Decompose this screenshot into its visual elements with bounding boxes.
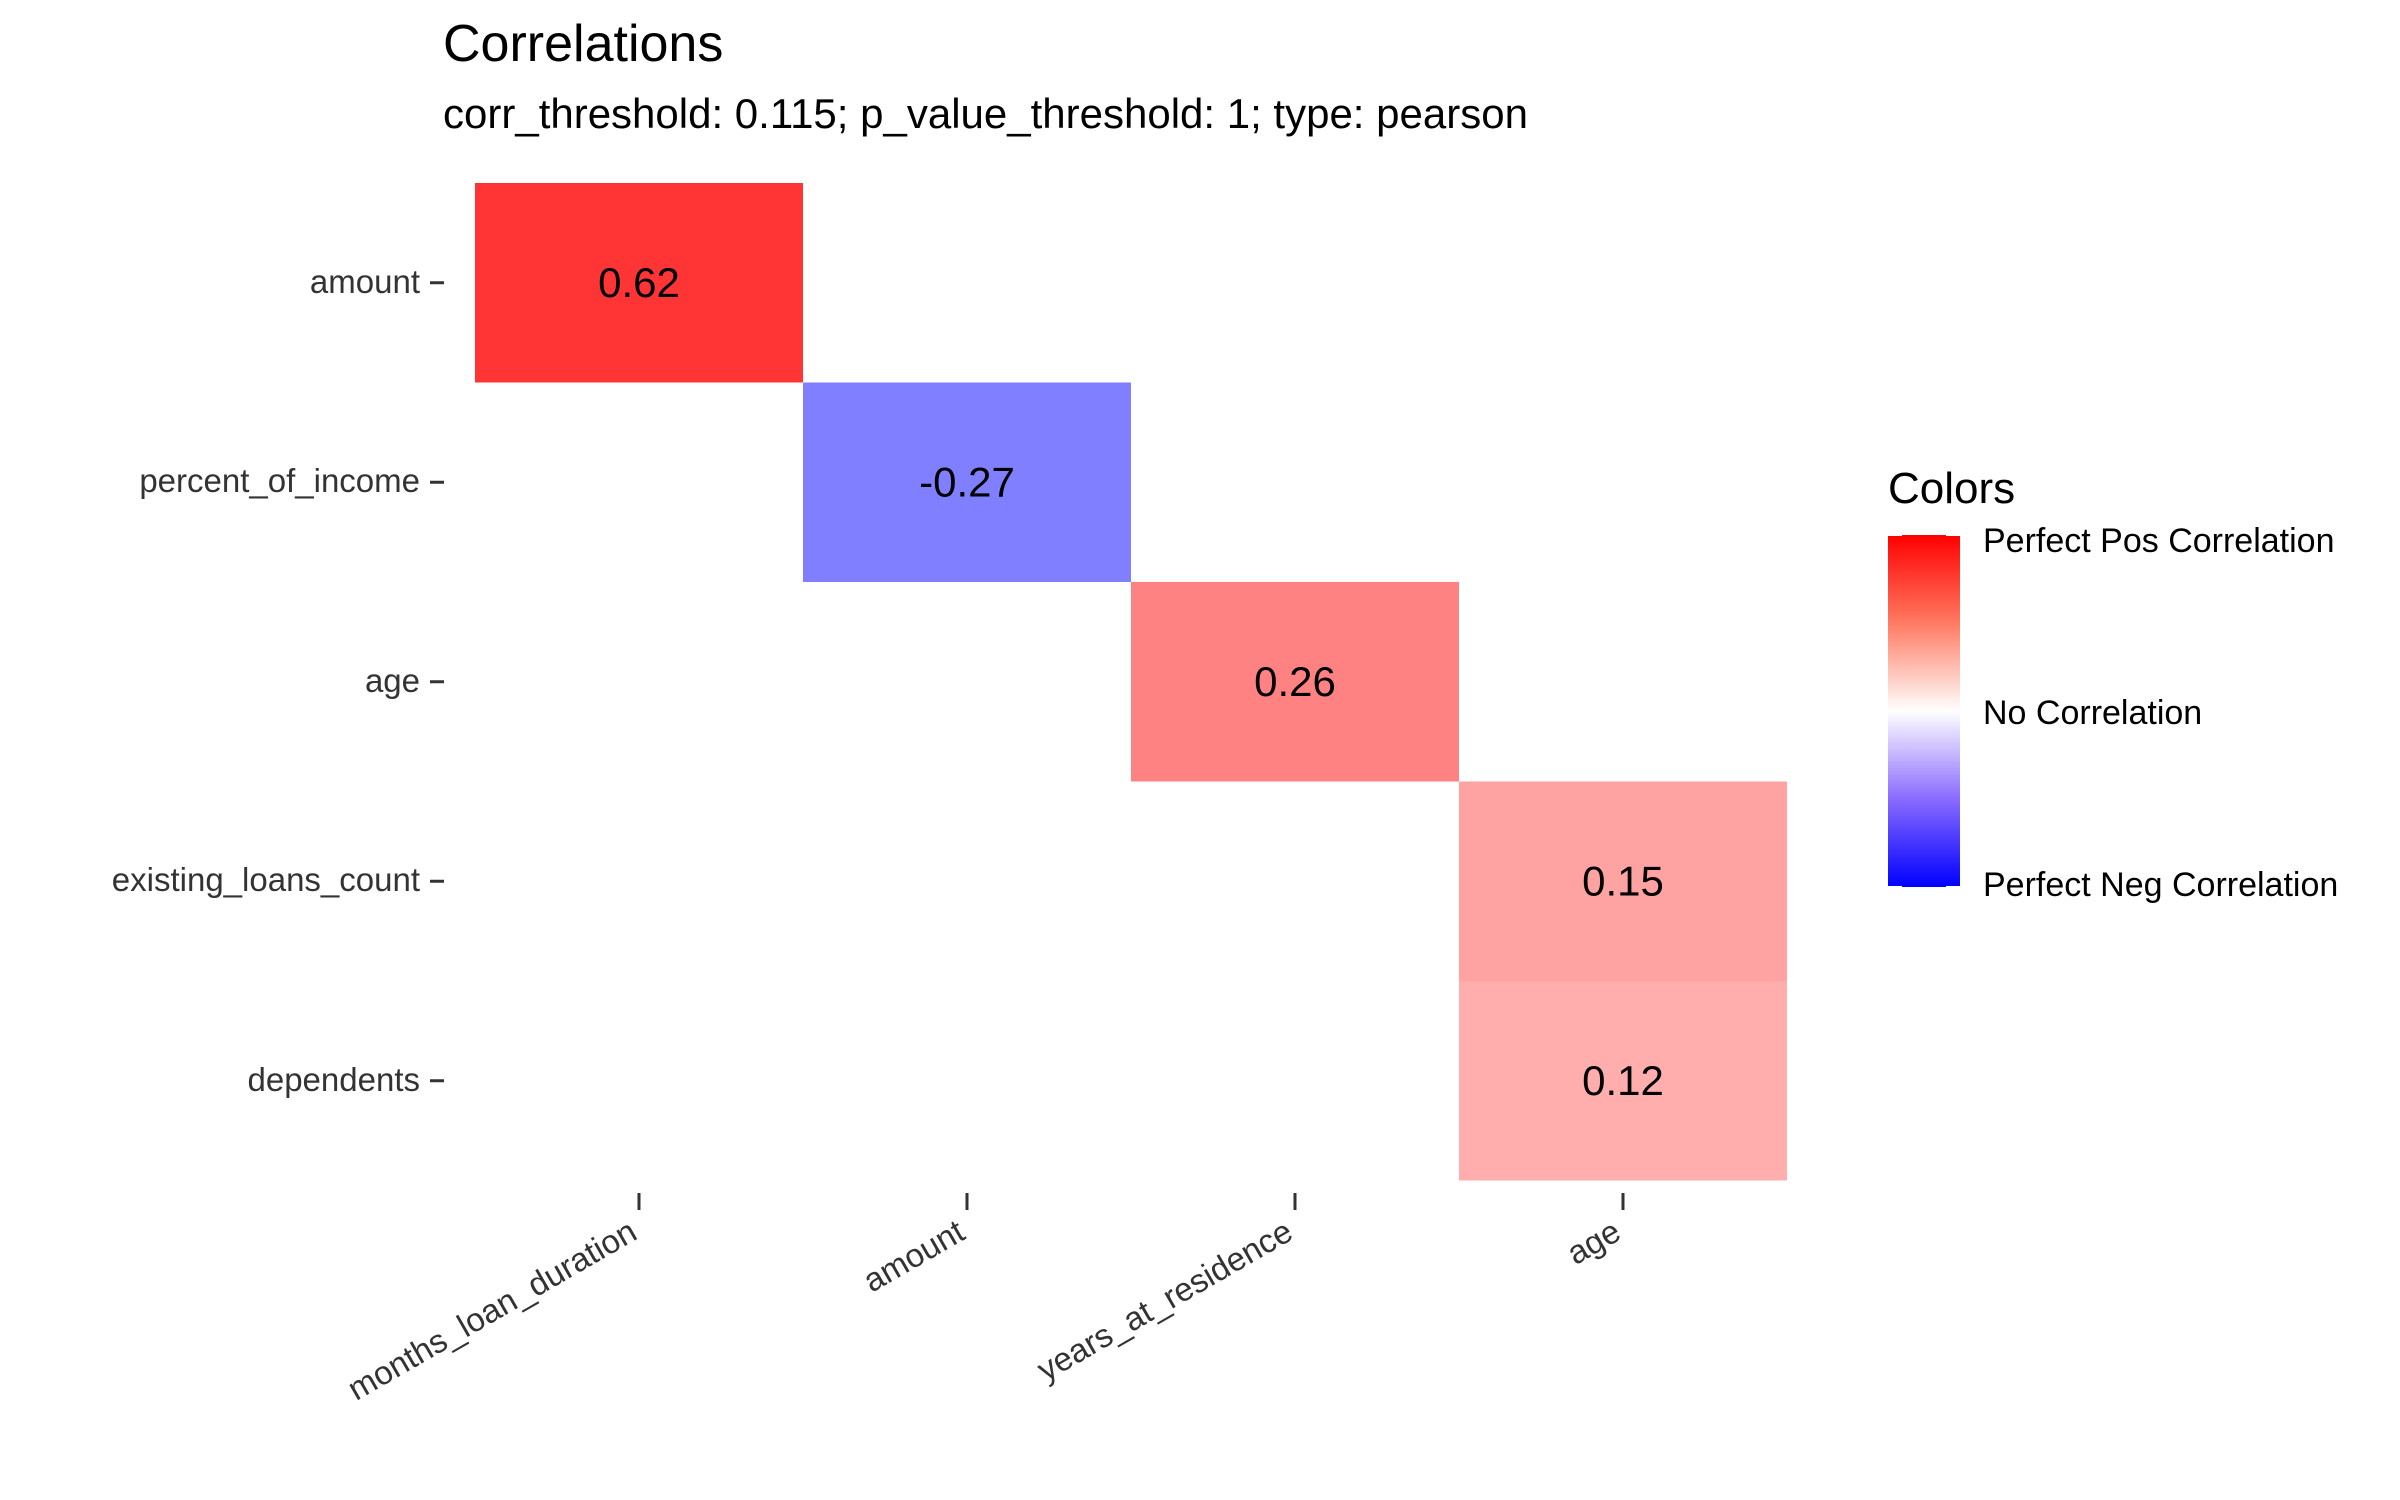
chart-subtitle: corr_threshold: 0.115; p_value_threshold… (443, 90, 1528, 137)
legend-title: Colors (1888, 464, 2016, 513)
x-tick-label-2: amount (857, 1212, 971, 1299)
heatmap-cell-5 (1459, 981, 1787, 1181)
cell-value-label-2: -0.27 (919, 458, 1015, 505)
x-tick-label-1: months_loan_duration (341, 1212, 642, 1407)
legend-label-neutral: No Correlation (1983, 694, 2203, 732)
x-axis: months_loan_duration amount years_at_resid… (341, 1193, 1627, 1407)
y-axis (430, 281, 444, 1083)
heatmap-cell-2 (803, 382, 1131, 582)
y-tick-label-1: amount (309, 262, 420, 300)
y-tick-label-5: dependents (247, 1060, 421, 1098)
heatmap-cell-4 (1459, 781, 1787, 981)
legend-label-negative: Perfect Neg Correlation (1983, 866, 2339, 904)
legend-ticks (1888, 534, 1960, 888)
cell-value-label-3: 0.26 (1254, 658, 1336, 705)
heatmap-cell-3 (1131, 582, 1459, 782)
x-tick-label-3: years_at_residence (1031, 1212, 1299, 1388)
legend (1888, 534, 1960, 888)
x-tick-label-4: age (1560, 1212, 1626, 1272)
legend-label-positive: Perfect Pos Correlation (1983, 522, 2335, 560)
y-tick-label-3: age (364, 661, 420, 699)
cell-value-label-5: 0.12 (1582, 1057, 1664, 1104)
y-tick-label-4: existing_loans_count (111, 861, 420, 899)
heatmap-cells: 0.62 -0.27 0.26 0.15 0.12 (475, 183, 1787, 1181)
cell-value-label-1: 0.62 (598, 259, 680, 306)
y-tick-label-2: percent_of_income (139, 462, 420, 500)
cell-value-label-4: 0.15 (1582, 857, 1664, 904)
heatmap-cell-1 (475, 183, 803, 383)
chart-title: Correlations (443, 15, 724, 73)
